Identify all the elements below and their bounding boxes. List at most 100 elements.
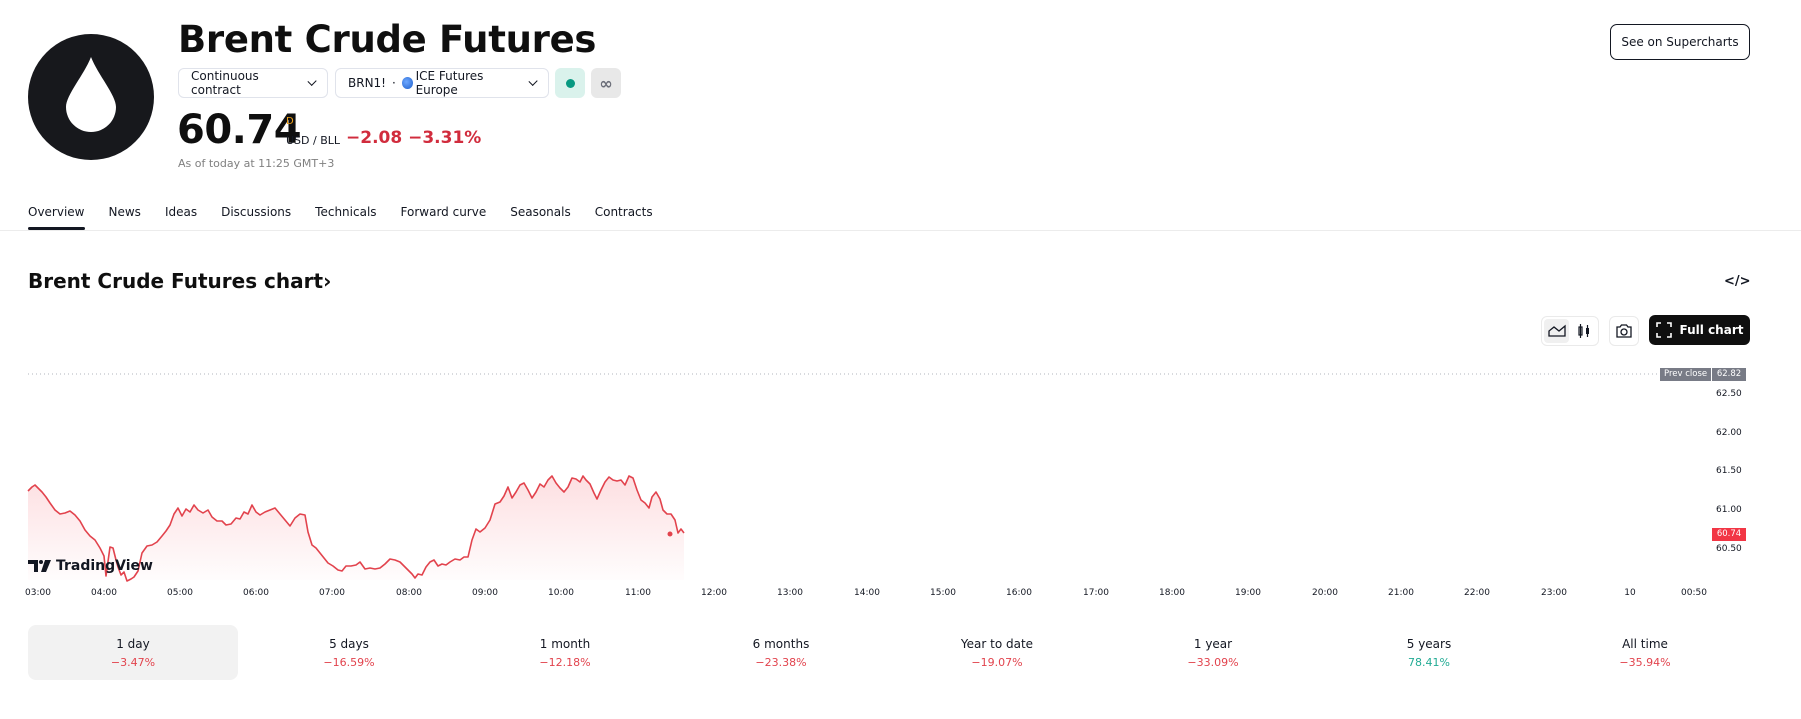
period-change: −23.38% (755, 655, 807, 669)
market-open-icon (565, 78, 575, 88)
x-tick: 16:00 (1006, 588, 1032, 598)
candlestick-icon (1577, 324, 1589, 338)
infinity-icon: ∞ (599, 73, 613, 93)
full-chart-label: Full chart (1679, 323, 1744, 337)
x-tick: 05:00 (167, 588, 193, 598)
symbol-code: BRN1! (348, 76, 386, 90)
embed-code-icon[interactable]: </> (1724, 274, 1751, 289)
full-chart-button[interactable]: Full chart (1649, 315, 1750, 345)
period-label: 5 days (329, 636, 369, 651)
period-label: 5 years (1406, 636, 1452, 651)
y-tick: 61.50 (1716, 466, 1742, 476)
x-tick: 06:00 (243, 588, 269, 598)
period-change: 78.41% (1408, 655, 1450, 669)
x-tick: 18:00 (1159, 588, 1185, 598)
tradingview-label: TradingView (56, 558, 153, 574)
page-title: Brent Crude Futures (178, 18, 597, 61)
period-1-year[interactable]: 1 year −33.09% (1108, 625, 1318, 680)
y-tick: 60.50 (1716, 544, 1742, 554)
tab-technicals[interactable]: Technicals (315, 205, 377, 219)
area-chart-icon (1547, 324, 1566, 337)
last-price-label: 60.74 (1712, 528, 1746, 541)
x-tick: 13:00 (777, 588, 803, 598)
x-tick: 10:00 (548, 588, 574, 598)
x-tick: 22:00 (1464, 588, 1490, 598)
period-label: All time (1622, 636, 1668, 651)
period-label: 1 year (1193, 636, 1233, 651)
period-change: −16.59% (323, 655, 375, 669)
period-change: −3.47% (110, 655, 156, 669)
snapshot-button[interactable] (1609, 316, 1639, 346)
tradingview-watermark[interactable]: TradingView (28, 558, 153, 574)
x-tick: 11:00 (625, 588, 651, 598)
x-tick: 19:00 (1235, 588, 1261, 598)
y-tick: 61.00 (1716, 505, 1742, 515)
prev-close-label: Prev close (1660, 368, 1712, 381)
price-line (27, 475, 685, 582)
chevron-down-icon (528, 76, 538, 86)
tab-contracts[interactable]: Contracts (594, 205, 653, 219)
x-tick: 17:00 (1083, 588, 1109, 598)
period-change: −35.94% (1619, 655, 1671, 669)
tabs-divider (0, 230, 1801, 231)
tab-forward-curve[interactable]: Forward curve (400, 205, 487, 219)
y-tick: 62.00 (1716, 428, 1742, 438)
price-area (28, 476, 684, 581)
chart-section-title-link[interactable]: Brent Crude Futures chart› (28, 269, 332, 293)
last-price-dot (667, 531, 673, 537)
tab-bar: Overview News Ideas Discussions Technica… (28, 205, 677, 230)
period-change: −19.07% (971, 655, 1023, 669)
as-of-timestamp: As of today at 11:25 GMT+3 (178, 157, 335, 170)
x-tick: 03:00 (25, 588, 51, 598)
chevron-down-icon (307, 76, 317, 86)
x-tick: 12:00 (701, 588, 727, 598)
x-tick: 00:50 (1681, 588, 1707, 598)
camera-icon (1616, 324, 1632, 338)
tab-news[interactable]: News (108, 205, 141, 219)
symbol-logo (28, 34, 154, 160)
x-tick: 20:00 (1312, 588, 1338, 598)
x-tick: 08:00 (396, 588, 422, 598)
x-tick: 23:00 (1541, 588, 1567, 598)
chart-type-toggle (1541, 316, 1599, 346)
x-tick: 10 (1624, 588, 1636, 598)
period-label: 1 month (539, 636, 591, 651)
oil-drop-icon (66, 57, 116, 132)
market-status-button[interactable] (555, 68, 585, 98)
period-1-day[interactable]: 1 day −3.47% (28, 625, 238, 680)
tab-discussions[interactable]: Discussions (221, 205, 292, 219)
period-year-to-date[interactable]: Year to date −19.07% (892, 625, 1102, 680)
candles-chart-button[interactable] (1571, 319, 1596, 343)
last-price: 60.74 (177, 107, 302, 153)
period-1-month[interactable]: 1 month −12.18% (460, 625, 670, 680)
contract-selector[interactable]: Continuous contract (178, 68, 328, 98)
period-5-days[interactable]: 5 days −16.59% (244, 625, 454, 680)
period-label: Year to date (960, 636, 1034, 651)
prev-close-value: 62.82 (1712, 368, 1746, 381)
period-all-time[interactable]: All time −35.94% (1540, 625, 1750, 680)
exchange-globe-icon (401, 77, 413, 89)
period-label: 6 months (752, 636, 810, 651)
period-change: −12.18% (539, 655, 591, 669)
period-5-years[interactable]: 5 years 78.41% (1324, 625, 1534, 680)
continuous-contract-button[interactable]: ∞ (591, 68, 621, 98)
price-change: −2.08 −3.31% (346, 128, 482, 148)
tab-overview[interactable]: Overview (28, 205, 85, 230)
tradingview-logo-icon (28, 560, 51, 572)
period-6-months[interactable]: 6 months −23.38% (676, 625, 886, 680)
x-tick: 09:00 (472, 588, 498, 598)
tab-seasonals[interactable]: Seasonals (510, 205, 571, 219)
see-on-supercharts-button[interactable]: See on Supercharts (1610, 24, 1750, 60)
fullscreen-icon (1655, 322, 1672, 338)
tab-ideas[interactable]: Ideas (164, 205, 198, 219)
delayed-flag[interactable]: D (286, 116, 294, 127)
y-tick: 62.50 (1716, 389, 1742, 399)
exchange-name: ICE Futures Europe (415, 69, 484, 97)
contract-selector-label: Continuous contract (191, 69, 259, 97)
separator: · (392, 76, 396, 90)
area-chart-button[interactable] (1544, 319, 1569, 343)
period-label: 1 day (116, 636, 150, 651)
exchange-selector[interactable]: BRN1! · ICE Futures Europe (335, 68, 549, 98)
price-chart[interactable] (0, 360, 1801, 585)
x-tick: 21:00 (1388, 588, 1414, 598)
